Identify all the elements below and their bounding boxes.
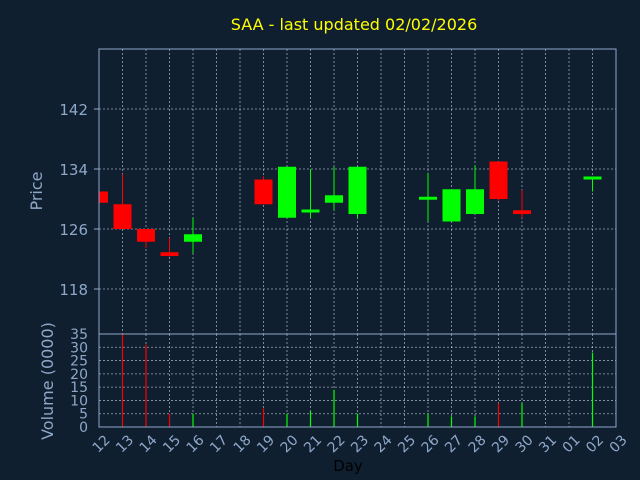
candle-body <box>137 229 155 242</box>
volume-bar-26 <box>427 413 429 427</box>
x-tick-label: 25 <box>395 432 419 456</box>
x-tick-label: 17 <box>207 432 231 456</box>
candle-body <box>113 204 132 229</box>
price-candles <box>98 161 602 257</box>
x-tick-label: 19 <box>254 432 278 456</box>
volume-bar-15 <box>168 413 171 427</box>
volume-bar-28 <box>474 416 476 427</box>
candle-body <box>278 166 296 218</box>
x-tick-label: 12 <box>90 432 114 456</box>
volume-tick-label: 10 <box>70 393 88 409</box>
candle-14 <box>137 229 155 248</box>
candle-21 <box>301 169 320 218</box>
price-y-axis: 118 126 134 142 <box>59 101 99 299</box>
candle-22 <box>325 166 343 211</box>
volume-frame <box>98 333 617 428</box>
candle-body <box>254 179 273 205</box>
x-tick-label: 24 <box>372 432 396 456</box>
candle-27 <box>442 189 461 222</box>
candle-16 <box>184 217 202 253</box>
candle-15 <box>160 238 179 257</box>
volume-bar-22 <box>333 389 335 427</box>
volume-tick-label: 30 <box>70 340 88 356</box>
x-axis-label: Day <box>333 457 363 475</box>
x-tick-label: 14 <box>137 432 161 456</box>
volume-y-label: Volume (0000) <box>38 322 57 440</box>
candle-19 <box>254 176 273 205</box>
candle-body <box>184 234 202 242</box>
candle-02 <box>583 176 602 192</box>
candle-body <box>301 209 320 213</box>
candle-body <box>99 191 108 203</box>
candle-body <box>583 176 602 180</box>
candle-13 <box>113 174 132 229</box>
x-tick-label: 27 <box>442 432 466 456</box>
candle-12 <box>98 191 108 203</box>
x-tick-label: 15 <box>160 432 184 456</box>
x-tick-label: 03 <box>607 432 631 456</box>
x-tick-label: 31 <box>536 432 560 456</box>
volume-bar-29 <box>497 403 500 427</box>
price-panel: 118 126 134 142 Price <box>27 48 617 335</box>
price-tick-label: 126 <box>59 221 88 239</box>
volume-bar-21 <box>309 411 312 427</box>
candle-28 <box>466 165 484 214</box>
chart-title: SAA - last updated 02/02/2026 <box>231 15 478 34</box>
x-tick-label: 16 <box>184 432 208 456</box>
x-tick-label: 29 <box>489 432 513 456</box>
volume-bar-16 <box>192 413 194 427</box>
candle-29 <box>489 161 508 201</box>
volume-grid <box>99 334 616 427</box>
x-tick-label: 28 <box>466 432 490 456</box>
price-tick-label: 134 <box>59 161 88 179</box>
x-tick-label: 02 <box>583 432 607 456</box>
x-tick-label: 18 <box>231 432 255 456</box>
candle-30 <box>513 190 531 218</box>
volume-tick-label: 35 <box>70 327 88 343</box>
x-tick-label: 21 <box>301 432 325 456</box>
volume-bar-02 <box>591 352 594 427</box>
candle-body <box>489 161 508 199</box>
x-tick-label: 22 <box>325 432 349 456</box>
candle-body <box>325 195 343 203</box>
candle-body <box>160 252 179 256</box>
candle-body <box>419 196 437 200</box>
candle-20 <box>278 166 296 218</box>
price-tick-label: 142 <box>59 101 88 119</box>
x-tick-label: 13 <box>113 432 137 456</box>
volume-bar-19 <box>262 408 265 427</box>
candle-body <box>466 189 484 214</box>
volume-bar-20 <box>286 413 288 427</box>
candle-body <box>348 166 367 214</box>
x-tick-label: 01 <box>560 432 584 456</box>
volume-bar-23 <box>356 413 359 427</box>
x-tick-label: 23 <box>348 432 372 456</box>
candle-26 <box>419 172 437 222</box>
candle-body <box>513 210 531 214</box>
volume-tick-label: 0 <box>79 420 88 436</box>
price-grid <box>99 49 616 334</box>
candle-body <box>442 189 461 222</box>
volume-tick-label: 15 <box>70 380 88 396</box>
x-tick-label: 20 <box>278 432 302 456</box>
candle-23 <box>348 166 367 218</box>
volume-tick-label: 20 <box>70 367 88 383</box>
price-tick-label: 118 <box>59 281 88 299</box>
x-tick-label: 30 <box>513 432 537 456</box>
volume-tick-label: 5 <box>79 407 88 423</box>
volume-bars <box>121 334 594 427</box>
price-y-label: Price <box>27 171 46 210</box>
volume-bar-30 <box>521 403 523 427</box>
x-tick-label: 26 <box>419 432 443 456</box>
volume-bar-27 <box>450 416 453 427</box>
volume-tick-label: 25 <box>70 354 88 370</box>
x-axis: 12 13 14 15 16 17 18 19 20 21 22 23 24 25 26 27 28 29 30 31… <box>90 432 631 456</box>
volume-bar-14 <box>145 344 147 427</box>
volume-bar-13 <box>121 334 124 427</box>
